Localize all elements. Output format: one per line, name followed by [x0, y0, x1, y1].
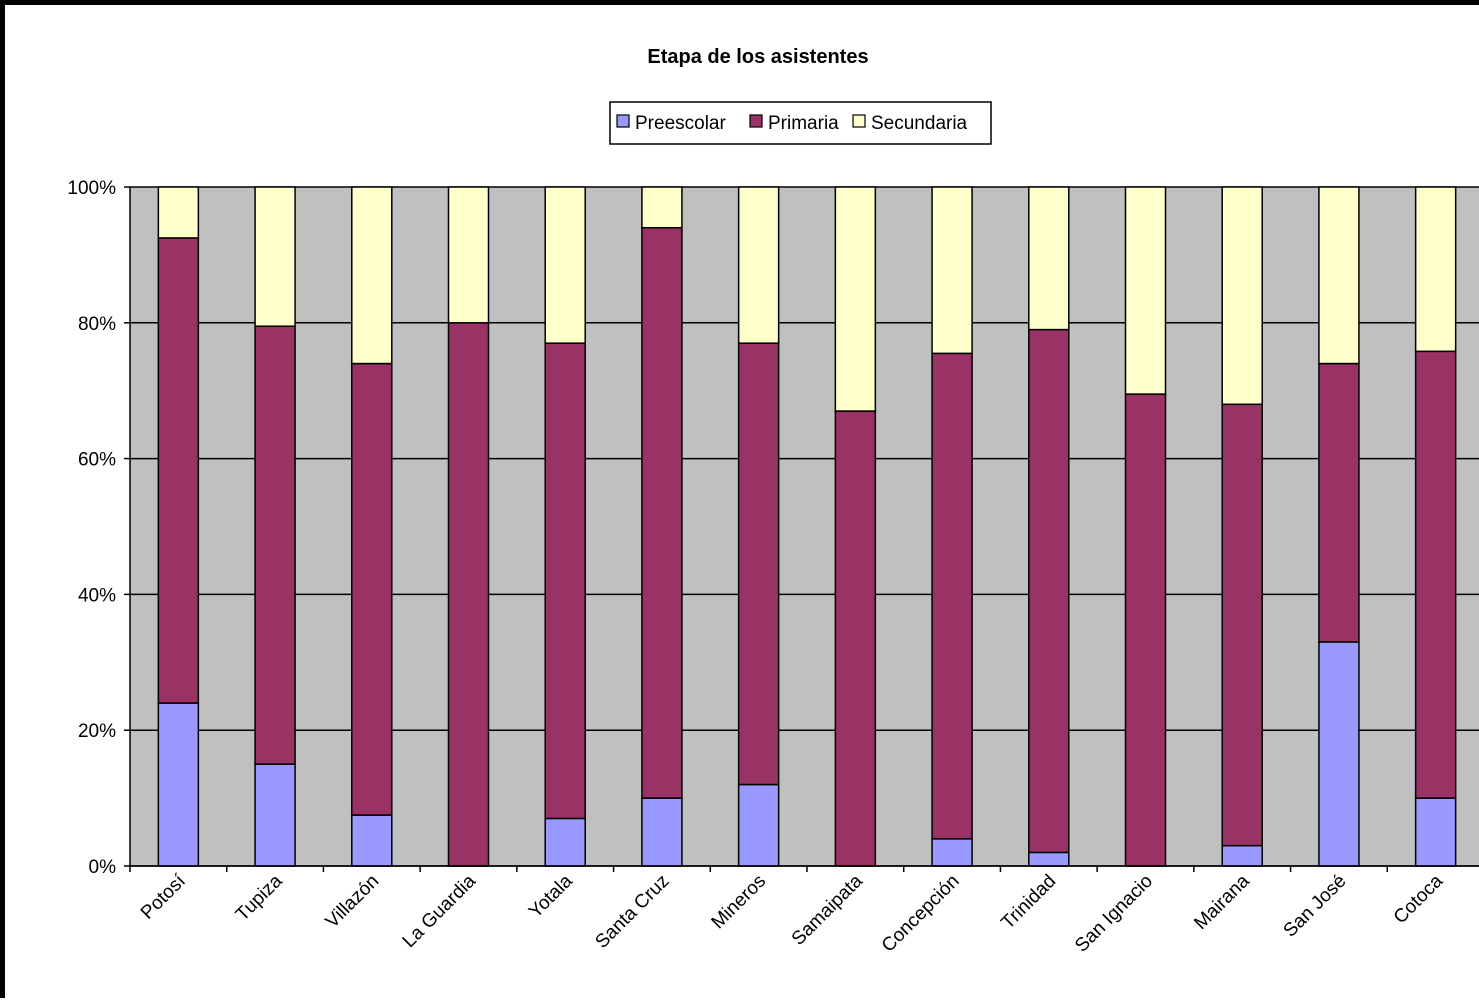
y-tick-label: 80%: [78, 314, 116, 335]
bar-secundaria-villazon: [351, 186, 393, 365]
x-tick-label-tupiza: Tupiza: [232, 870, 287, 925]
y-tick-label: 40%: [78, 585, 116, 606]
bar-primaria-samaipata: [834, 410, 877, 867]
chart-legend: Preescolar Primaria Secundaria: [609, 101, 992, 145]
x-tick-label-concepcion: Concepción: [878, 871, 964, 957]
bar-primaria-concepcion: [931, 352, 973, 840]
chart-title: Etapa de los asistentes: [647, 46, 868, 68]
bar-primaria-mineros: [737, 342, 780, 786]
legend-label-preescolar: Preescolar: [635, 113, 726, 134]
x-tick-label-samaipata: Samaipata: [788, 870, 867, 949]
stacked-bar-chart: Etapa de los asistentes Preescolar Primar…: [67, 46, 1479, 957]
plot-background: [130, 187, 1479, 866]
bar-preescolar-cotoca: [1414, 797, 1457, 867]
bar-secundaria-san-jose: [1318, 186, 1360, 365]
x-tick-label-mineros: Mineros: [708, 871, 771, 934]
bar-primaria-san-jose: [1318, 362, 1360, 643]
x-tick-label-mairana: Mairana: [1190, 870, 1254, 934]
bar-secundaria-trinidad: [1028, 186, 1070, 331]
bar-secundaria-cotoca: [1414, 186, 1457, 353]
bar-primaria-san-ignacio: [1124, 393, 1167, 867]
bar-primaria-villazon: [351, 362, 393, 816]
bar-preescolar-mairana: [1221, 844, 1263, 867]
x-tick-label-san-jose: San José: [1280, 871, 1351, 942]
x-tick-label-trinidad: Trinidad: [997, 871, 1060, 934]
bar-primaria-la-guardia: [447, 322, 490, 867]
bar-secundaria-la-guardia: [447, 186, 490, 324]
bar-secundaria-samaipata: [834, 186, 877, 412]
bar-preescolar-yotala: [544, 817, 586, 867]
x-tick-label-san-ignacio: San Ignacio: [1071, 871, 1157, 957]
x-tick-label-potosi: Potosí: [137, 870, 190, 923]
bar-secundaria-mineros: [737, 186, 780, 344]
legend-box: [609, 101, 992, 145]
bar-preescolar-potosi: [157, 702, 200, 867]
x-tick-label-la-guardia: La Guardia: [399, 870, 481, 952]
bar-secundaria-concepcion: [931, 186, 973, 355]
bar-primaria-cotoca: [1414, 350, 1457, 799]
bar-secundaria-tupiza: [254, 186, 296, 327]
bar-primaria-tupiza: [254, 325, 296, 765]
bar-preescolar-san-jose: [1318, 641, 1360, 867]
x-tick-label-santa-cruz: Santa Cruz: [591, 871, 673, 953]
bar-preescolar-mineros: [737, 783, 780, 867]
bar-secundaria-san-ignacio: [1124, 186, 1167, 395]
bar-secundaria-potosi: [157, 186, 200, 239]
legend-swatch-secundaria: [852, 114, 866, 128]
bar-preescolar-villazon: [351, 814, 393, 867]
legend-swatch-preescolar: [616, 114, 630, 128]
bar-primaria-mairana: [1221, 403, 1263, 847]
y-axis: 0% 20% 40% 60% 80% 100%: [67, 178, 131, 878]
x-axis: Potosí Tupiza Villazón La Guardia Yotala Sant…: [129, 865, 1479, 957]
legend-label-secundaria: Secundaria: [871, 113, 968, 134]
bar-secundaria-yotala: [544, 186, 586, 344]
bar-secundaria-santa-cruz: [641, 186, 683, 229]
y-tick-label: 0%: [89, 857, 117, 878]
bar-primaria-santa-cruz: [641, 226, 683, 799]
bar-secundaria-mairana: [1221, 186, 1263, 406]
x-tick-label-yotala: Yotala: [525, 870, 577, 922]
legend-label-primaria: Primaria: [768, 113, 839, 134]
bar-primaria-potosi: [157, 237, 200, 704]
y-tick-label: 100%: [67, 178, 116, 199]
bar-preescolar-tupiza: [254, 763, 296, 867]
bar-preescolar-trinidad: [1028, 851, 1070, 867]
bar-primaria-yotala: [544, 342, 586, 820]
y-tick-label: 60%: [78, 450, 116, 471]
plot-area: [130, 186, 1479, 867]
bar-preescolar-concepcion: [931, 838, 973, 867]
bar-primaria-trinidad: [1028, 328, 1070, 854]
x-tick-label-villazon: Villazón: [322, 871, 384, 933]
y-tick-label: 20%: [78, 721, 116, 742]
legend-swatch-primaria: [749, 114, 763, 128]
bar-preescolar-santa-cruz: [641, 797, 683, 867]
x-tick-label-cotoca: Cotoca: [1390, 870, 1448, 928]
